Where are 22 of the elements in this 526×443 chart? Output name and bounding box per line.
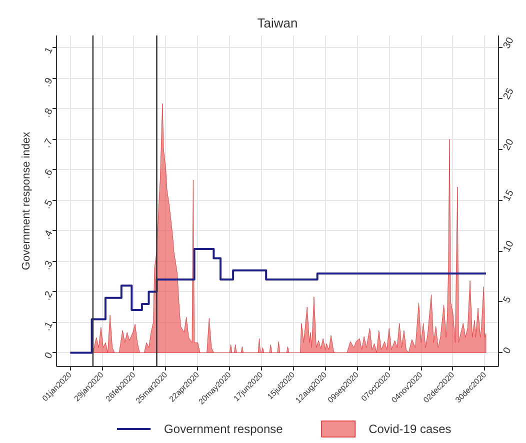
y-tick-label: .7 [42,136,56,150]
y-tick-label: .3 [42,258,56,272]
y-tick-label: .9 [42,76,56,89]
y-tick-label: 1 [42,45,56,56]
legend-label: Covid-19 cases [368,422,452,436]
y2-tick-label: 15 [501,188,517,204]
y-tick-label: .8 [42,106,56,120]
y-tick-label: .4 [42,228,56,242]
y2-tick-label: 10 [501,238,517,254]
y2-tick-label: 0 [501,345,514,356]
y2-tick-label: 30 [501,35,517,51]
legend-label: Government response [164,422,284,436]
y2-tick-label: 5 [501,294,514,305]
y-tick-label: 0 [42,350,56,361]
chart-title: Taiwan [257,16,298,30]
y-tick-label: .6 [42,167,56,180]
y-tick-label: .2 [42,289,56,302]
y-tick-label: .5 [42,198,56,211]
y2-tick-label: 25 [501,86,517,102]
y-tick-label: .1 [42,320,56,333]
y-axis-title: Government response index [20,131,32,270]
y2-tick-label: 20 [501,137,517,152]
